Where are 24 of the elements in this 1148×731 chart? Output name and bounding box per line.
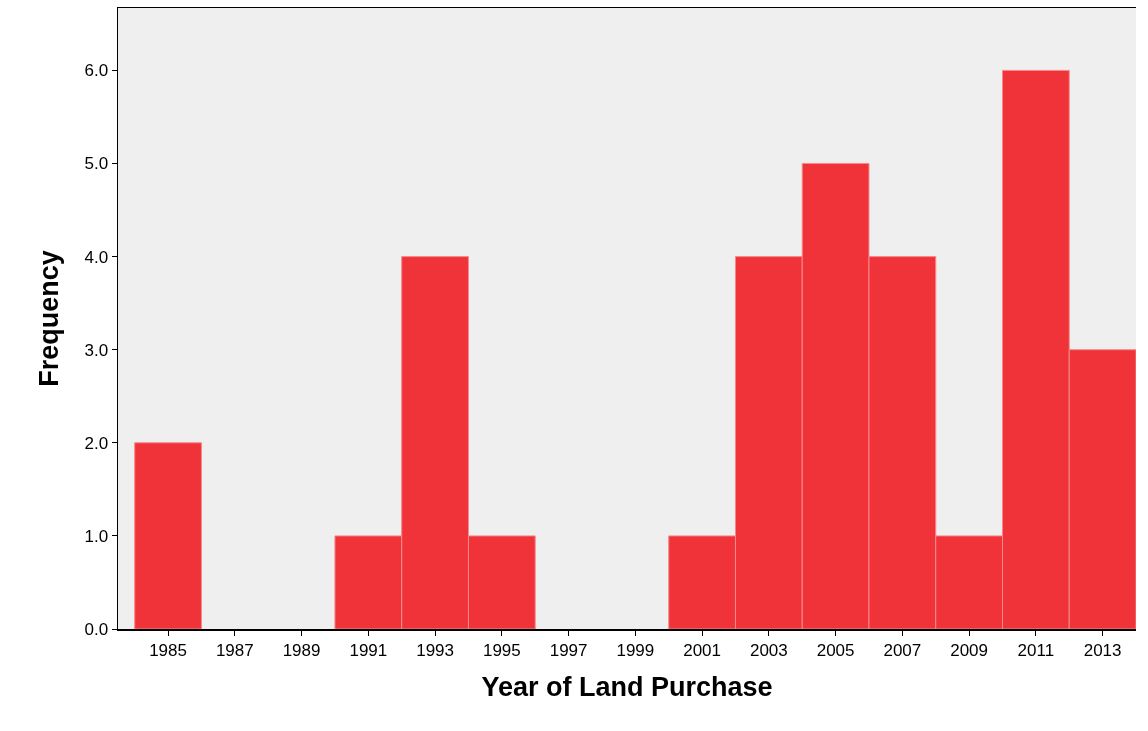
y-axis-title: Frequency [33, 250, 64, 387]
y-tick-label: 3.0 [84, 340, 109, 360]
x-tick-label: 2001 [683, 640, 722, 660]
x-tick-label: 2005 [816, 640, 855, 660]
x-tick-label: 1987 [215, 640, 254, 660]
x-tick-label: 1991 [349, 640, 388, 660]
x-tick-label: 2003 [749, 640, 788, 660]
x-tick-label: 1999 [616, 640, 655, 660]
y-tick-label: 5.0 [84, 154, 109, 174]
x-tick-label: 2009 [950, 640, 989, 660]
x-tick-label: 2011 [1017, 640, 1055, 660]
x-tick-label: 1995 [482, 640, 521, 660]
x-axis-title: Year of Land Purchase [481, 672, 773, 703]
y-tick-label: 2.0 [84, 433, 109, 453]
x-tick-label: 1993 [416, 640, 454, 660]
x-tick-label: 2013 [1083, 640, 1122, 660]
x-tick-label: 1985 [149, 640, 187, 660]
x-tick-label: 1989 [282, 640, 321, 660]
x-tick-label: 2007 [883, 640, 922, 660]
x-tick-label: 1997 [549, 640, 588, 660]
y-tick-label: 6.0 [84, 61, 109, 81]
y-tick-label: 4.0 [84, 247, 109, 267]
y-tick-label: 1.0 [84, 526, 109, 546]
y-tick-label: 0.0 [84, 619, 109, 639]
